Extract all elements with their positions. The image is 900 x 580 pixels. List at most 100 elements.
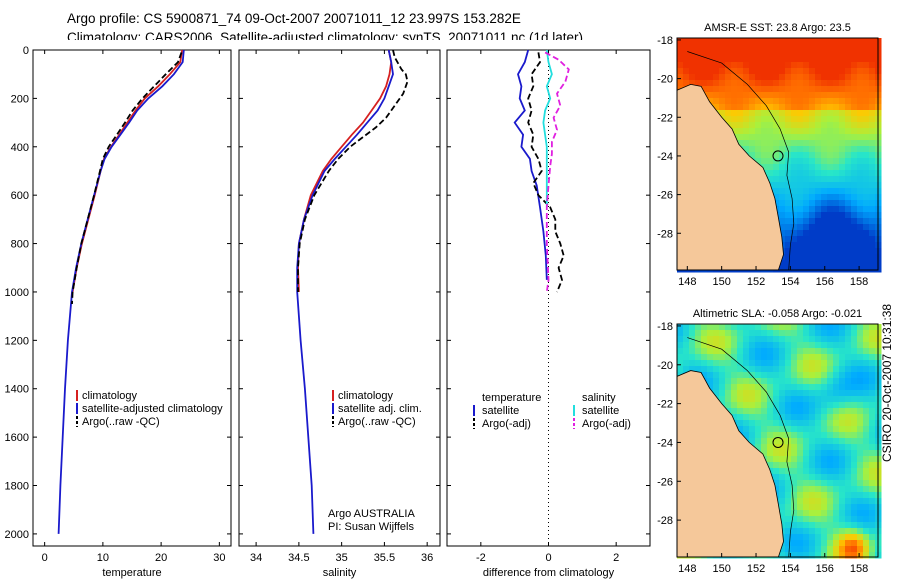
map-cell bbox=[827, 68, 834, 75]
map-cell bbox=[707, 74, 714, 81]
map-cell bbox=[821, 510, 828, 517]
map-cell bbox=[803, 98, 810, 105]
map-cell bbox=[731, 80, 738, 87]
map-cell bbox=[725, 378, 732, 385]
map-cell bbox=[731, 348, 738, 355]
map-cell bbox=[833, 248, 840, 255]
map-cell bbox=[767, 74, 774, 81]
map-cell bbox=[821, 378, 828, 385]
map-cell bbox=[737, 98, 744, 105]
map-cell bbox=[791, 80, 798, 87]
map-cell bbox=[815, 44, 822, 51]
map-cell bbox=[851, 80, 858, 87]
map-cell bbox=[737, 414, 744, 421]
map-cell bbox=[791, 402, 798, 409]
map-cell bbox=[755, 396, 762, 403]
map-cell bbox=[785, 480, 792, 487]
map-cell bbox=[821, 92, 828, 99]
map-cell bbox=[803, 122, 810, 129]
map-cell bbox=[851, 486, 858, 493]
map-cell bbox=[785, 534, 792, 541]
map-cell bbox=[803, 384, 810, 391]
map-cell bbox=[767, 134, 774, 141]
map-cell bbox=[857, 140, 864, 147]
map-cell bbox=[857, 122, 864, 129]
y-tick-label: 200 bbox=[11, 93, 29, 105]
map-cell bbox=[677, 366, 684, 373]
map-cell bbox=[761, 450, 768, 457]
map-cell bbox=[773, 330, 780, 337]
series-line-satellite-adj-clim- bbox=[296, 49, 394, 534]
map-cell bbox=[785, 510, 792, 517]
map-cell bbox=[821, 116, 828, 123]
map-cell bbox=[851, 266, 858, 273]
map-cell bbox=[845, 480, 852, 487]
map-cell bbox=[821, 128, 828, 135]
map-cell bbox=[821, 342, 828, 349]
map-cell bbox=[833, 324, 840, 331]
map-cell bbox=[767, 336, 774, 343]
map-cell bbox=[857, 230, 864, 237]
map-cell bbox=[743, 92, 750, 99]
map-cell bbox=[845, 62, 852, 69]
map-cell bbox=[797, 510, 804, 517]
map-cell bbox=[857, 236, 864, 243]
map-cell bbox=[797, 62, 804, 69]
map-cell bbox=[767, 170, 774, 177]
map-cell bbox=[821, 492, 828, 499]
map-cell bbox=[719, 384, 726, 391]
map-cell bbox=[821, 504, 828, 511]
map-cell bbox=[785, 354, 792, 361]
map-cell bbox=[845, 366, 852, 373]
map-cell bbox=[701, 354, 708, 361]
shelf-contour bbox=[687, 337, 795, 558]
x-tick-label: 30 bbox=[213, 552, 225, 564]
map-cell bbox=[683, 44, 690, 51]
map-cell bbox=[863, 540, 870, 547]
map-cell bbox=[839, 152, 846, 159]
map-cell bbox=[809, 516, 816, 523]
map-cell bbox=[833, 110, 840, 117]
map-cell bbox=[863, 492, 870, 499]
x-tick-label: 158 bbox=[850, 563, 868, 575]
map-cell bbox=[731, 378, 738, 385]
map-cell bbox=[821, 444, 828, 451]
map-cell bbox=[857, 176, 864, 183]
map-cell bbox=[761, 426, 768, 433]
map-cell bbox=[749, 360, 756, 367]
map-cell bbox=[815, 122, 822, 129]
map-cell bbox=[833, 480, 840, 487]
map-cell bbox=[857, 44, 864, 51]
map-cell bbox=[779, 366, 786, 373]
map-cell bbox=[869, 242, 876, 249]
map-cell bbox=[827, 176, 834, 183]
map-cell bbox=[803, 474, 810, 481]
map-cell bbox=[869, 360, 876, 367]
map-cell bbox=[779, 260, 786, 267]
map-cell bbox=[785, 110, 792, 117]
map-cell bbox=[815, 522, 822, 529]
map-cell bbox=[863, 152, 870, 159]
map-cell bbox=[767, 98, 774, 105]
map-cell bbox=[791, 176, 798, 183]
map-cell bbox=[827, 182, 834, 189]
map-frame bbox=[676, 37, 879, 271]
map-cell bbox=[845, 414, 852, 421]
map-cell bbox=[725, 360, 732, 367]
map-cell bbox=[731, 50, 738, 57]
map-cell bbox=[701, 342, 708, 349]
map-cell bbox=[725, 390, 732, 397]
map-cell bbox=[767, 384, 774, 391]
map-cell bbox=[821, 212, 828, 219]
map-cell bbox=[767, 86, 774, 93]
map-cell bbox=[851, 146, 858, 153]
map-cell bbox=[827, 212, 834, 219]
map-cell bbox=[851, 540, 858, 547]
map-cell bbox=[833, 254, 840, 261]
map-cell bbox=[737, 390, 744, 397]
y-tick-label: 1200 bbox=[5, 335, 29, 347]
map-cell bbox=[851, 492, 858, 499]
map-cell bbox=[827, 38, 834, 45]
map-cell bbox=[809, 254, 816, 261]
map-cell bbox=[869, 504, 876, 511]
